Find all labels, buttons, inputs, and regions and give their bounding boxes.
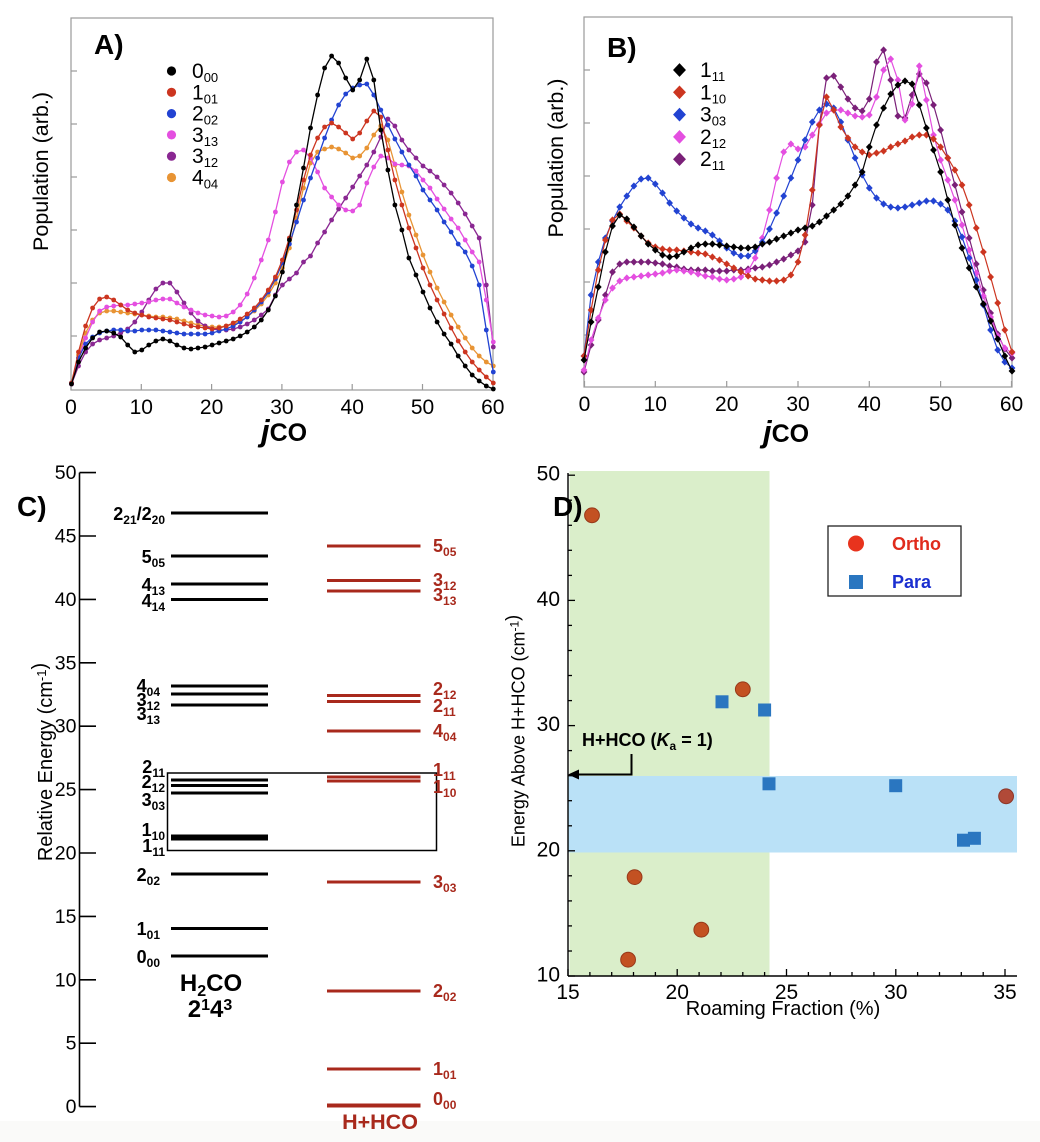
svg-text:60: 60 bbox=[1000, 393, 1023, 416]
svg-text:40: 40 bbox=[858, 393, 881, 416]
svg-text:50: 50 bbox=[537, 463, 560, 486]
svg-text:0: 0 bbox=[66, 1096, 77, 1118]
svg-text:10: 10 bbox=[130, 396, 153, 419]
svg-text:30: 30 bbox=[270, 396, 293, 419]
svg-text:30: 30 bbox=[884, 981, 907, 1004]
svg-text:5: 5 bbox=[66, 1033, 77, 1055]
svg-text:10: 10 bbox=[537, 964, 560, 987]
svg-text:B): B) bbox=[607, 32, 637, 63]
svg-text:0: 0 bbox=[579, 393, 591, 416]
svg-text:H+HCO (Ka = 1): H+HCO (Ka = 1) bbox=[582, 730, 713, 753]
svg-text:Ortho: Ortho bbox=[892, 534, 941, 554]
svg-text:C): C) bbox=[17, 491, 47, 522]
svg-text:20: 20 bbox=[537, 838, 560, 861]
svg-text:50: 50 bbox=[55, 462, 77, 484]
svg-text:20: 20 bbox=[715, 393, 738, 416]
svg-text:45: 45 bbox=[55, 526, 77, 548]
svg-text:jCO: jCO bbox=[759, 414, 809, 449]
svg-text:40: 40 bbox=[341, 396, 364, 419]
svg-text:40: 40 bbox=[55, 589, 77, 611]
svg-text:10: 10 bbox=[55, 969, 77, 991]
svg-text:Population (arb.): Population (arb.) bbox=[29, 92, 53, 251]
svg-text:30: 30 bbox=[55, 716, 77, 738]
svg-text:H+HCO: H+HCO bbox=[342, 1110, 418, 1134]
svg-text:30: 30 bbox=[786, 393, 809, 416]
svg-text:30: 30 bbox=[537, 713, 560, 736]
svg-text:0: 0 bbox=[65, 396, 77, 419]
svg-text:Population (arb.): Population (arb.) bbox=[544, 79, 568, 238]
svg-text:50: 50 bbox=[929, 393, 952, 416]
svg-text:jCO: jCO bbox=[257, 413, 307, 448]
svg-text:60: 60 bbox=[481, 396, 504, 419]
svg-text:404: 404 bbox=[137, 676, 161, 699]
svg-text:Para: Para bbox=[892, 572, 932, 592]
svg-text:35: 35 bbox=[993, 981, 1016, 1004]
svg-text:15: 15 bbox=[556, 981, 579, 1004]
svg-text:A): A) bbox=[94, 29, 124, 60]
svg-text:H2CO: H2CO bbox=[180, 970, 242, 1000]
svg-text:35: 35 bbox=[55, 652, 77, 674]
svg-text:303: 303 bbox=[142, 790, 166, 813]
svg-text:25: 25 bbox=[775, 981, 798, 1004]
svg-text:20: 20 bbox=[55, 843, 77, 865]
svg-text:20: 20 bbox=[200, 396, 223, 419]
svg-text:20: 20 bbox=[666, 981, 689, 1004]
svg-text:25: 25 bbox=[55, 779, 77, 801]
svg-text:50: 50 bbox=[411, 396, 434, 419]
svg-text:40: 40 bbox=[537, 588, 560, 611]
svg-text:10: 10 bbox=[644, 393, 667, 416]
svg-text:Roaming Fraction (%): Roaming Fraction (%) bbox=[686, 998, 881, 1020]
svg-text:15: 15 bbox=[55, 906, 77, 928]
